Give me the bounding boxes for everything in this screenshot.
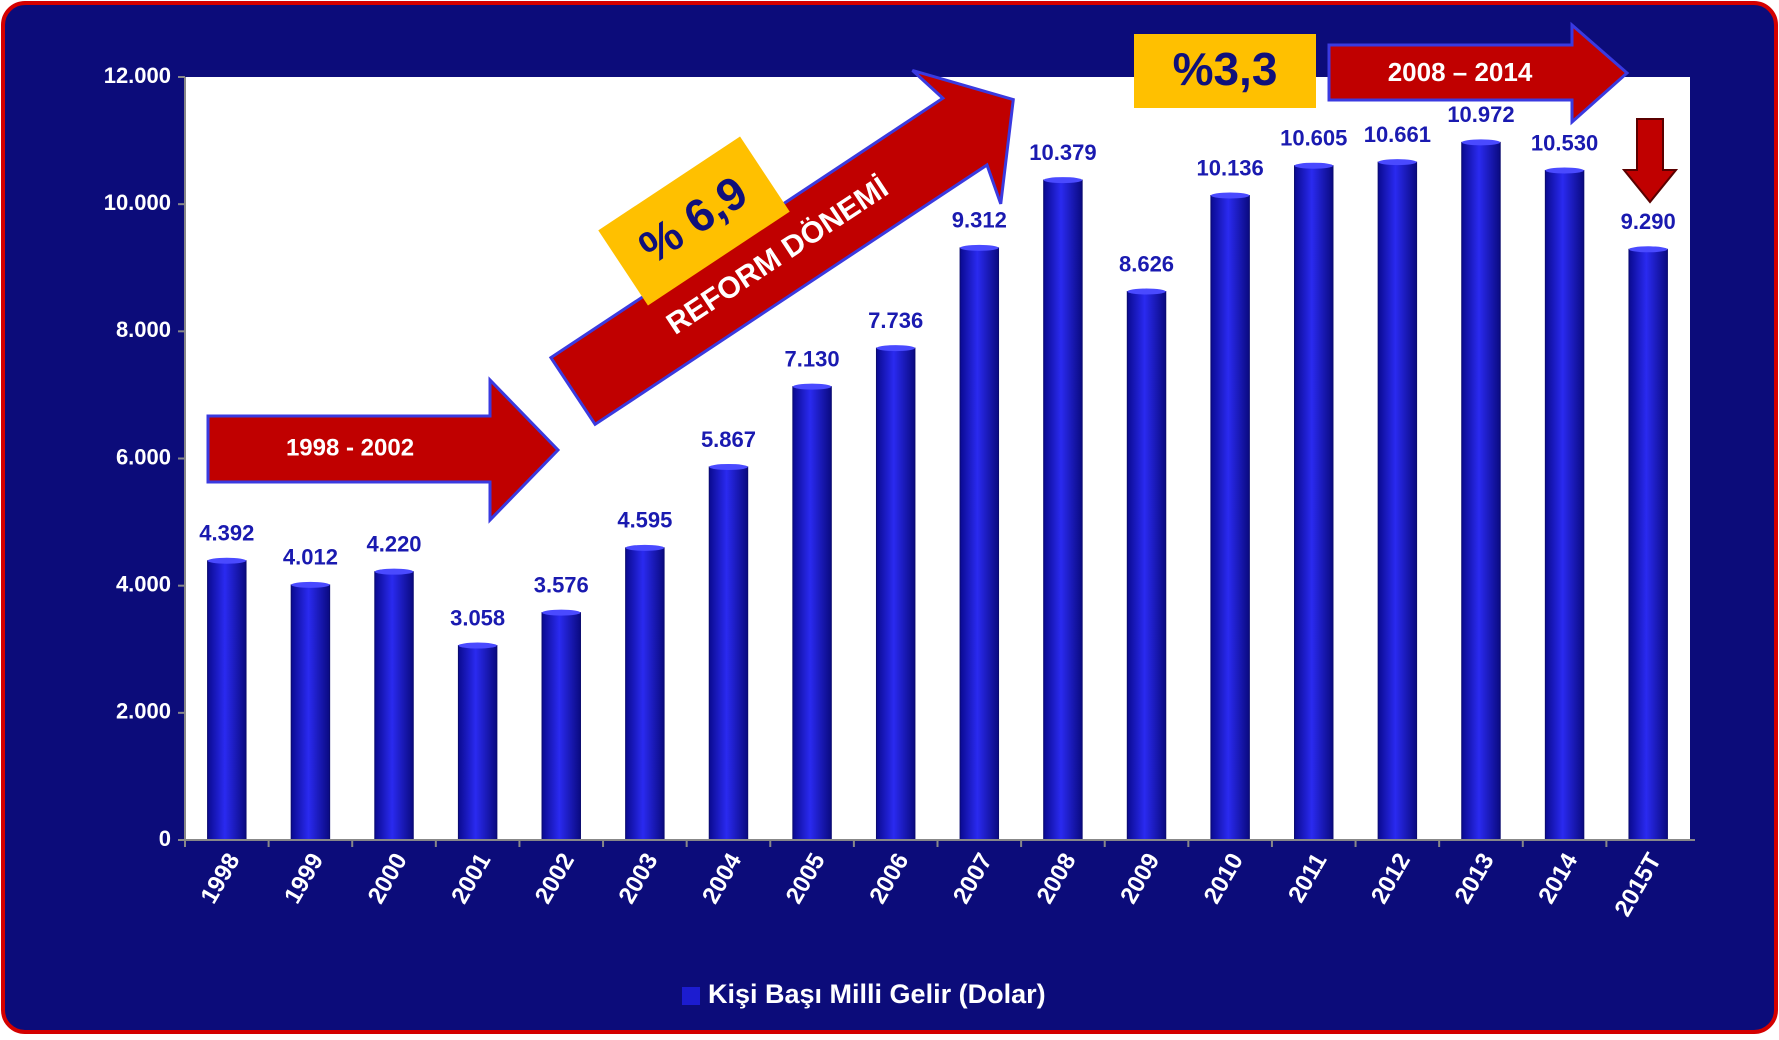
bar	[374, 571, 414, 841]
legend-swatch	[682, 987, 700, 1005]
data-label: 9.312	[952, 208, 1007, 233]
bar	[1126, 291, 1167, 841]
bar	[625, 547, 665, 841]
bar	[959, 247, 1000, 841]
bar-top	[542, 609, 581, 616]
data-label: 10.661	[1364, 122, 1431, 147]
bar-top	[1043, 177, 1083, 184]
bar	[290, 584, 331, 841]
data-label: 5.867	[701, 427, 756, 452]
arrow-1998-2002: 1998 - 2002	[206, 376, 561, 524]
bar-top	[291, 581, 330, 588]
data-label: 4.392	[199, 521, 254, 546]
arrow-2008-2014: 2008 – 2014	[1327, 21, 1630, 126]
bar-top	[1294, 162, 1333, 169]
bar-top	[709, 463, 748, 470]
annotation: 2008 – 2014	[1388, 57, 1533, 87]
data-label: 10.379	[1029, 140, 1096, 165]
bar	[1544, 169, 1585, 841]
bar-top	[625, 544, 665, 551]
bar	[1461, 141, 1501, 841]
bar-top	[1210, 192, 1250, 199]
badge-3-3: %3,3	[1134, 34, 1316, 108]
bar	[1294, 165, 1334, 841]
bar	[541, 612, 581, 841]
bar-top	[207, 557, 247, 564]
bar-top	[1461, 139, 1501, 146]
bar-top	[960, 244, 999, 251]
data-label: 10.605	[1280, 126, 1347, 151]
bar-top	[1127, 288, 1166, 295]
bar-top	[1545, 167, 1584, 174]
data-label: 9.290	[1621, 209, 1676, 234]
y-tick-label: 12.000	[104, 63, 171, 88]
data-label: 4.595	[617, 508, 672, 533]
bar-top	[458, 642, 497, 649]
bar	[792, 386, 832, 841]
bar	[875, 347, 916, 841]
data-label: 10.972	[1447, 102, 1514, 127]
bar-top	[374, 568, 414, 575]
bar	[1043, 179, 1083, 841]
down-arrow	[1621, 118, 1679, 204]
y-tick-label: 4.000	[116, 571, 171, 596]
data-label: 8.626	[1119, 251, 1174, 276]
bar	[1210, 195, 1250, 841]
bar-top	[1378, 159, 1417, 166]
data-label: 4.220	[366, 531, 421, 556]
y-tick-label: 0	[159, 826, 171, 851]
bar	[457, 645, 498, 841]
annotation: 1998 - 2002	[286, 434, 414, 461]
data-label: 7.130	[785, 346, 840, 371]
data-label: 4.012	[283, 545, 338, 570]
bar-top	[1628, 246, 1668, 253]
bar	[708, 466, 749, 841]
data-label: 3.058	[450, 605, 505, 630]
bar	[207, 560, 247, 841]
bar-top	[876, 345, 915, 352]
data-label: 10.136	[1196, 155, 1263, 180]
data-label: 7.736	[868, 308, 923, 333]
y-tick-label: 2.000	[116, 699, 171, 724]
y-tick-label: 8.000	[116, 317, 171, 342]
bar-top	[792, 383, 832, 390]
y-tick-label: 10.000	[104, 190, 171, 215]
data-label: 10.530	[1531, 130, 1598, 155]
annotation: %3,3	[1173, 43, 1278, 95]
bar	[1377, 161, 1418, 841]
legend-label: Kişi Başı Milli Gelir (Dolar)	[708, 979, 1046, 1009]
data-label: 3.576	[534, 572, 589, 597]
y-tick-label: 6.000	[116, 444, 171, 469]
bar	[1628, 248, 1668, 841]
